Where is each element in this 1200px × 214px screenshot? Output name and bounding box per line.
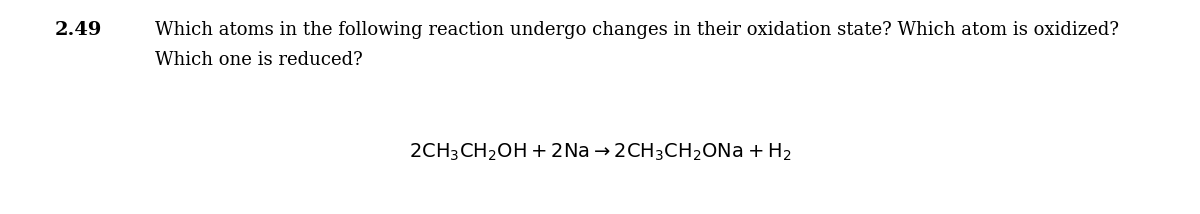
Text: $\mathregular{2CH_3CH_2OH + 2Na \rightarrow 2CH_3CH_2ONa + H_2}$: $\mathregular{2CH_3CH_2OH + 2Na \rightar… <box>409 141 791 163</box>
Text: Which one is reduced?: Which one is reduced? <box>155 51 362 69</box>
Text: Which atoms in the following reaction undergo changes in their oxidation state? : Which atoms in the following reaction un… <box>155 21 1120 39</box>
Text: 2.49: 2.49 <box>55 21 102 39</box>
